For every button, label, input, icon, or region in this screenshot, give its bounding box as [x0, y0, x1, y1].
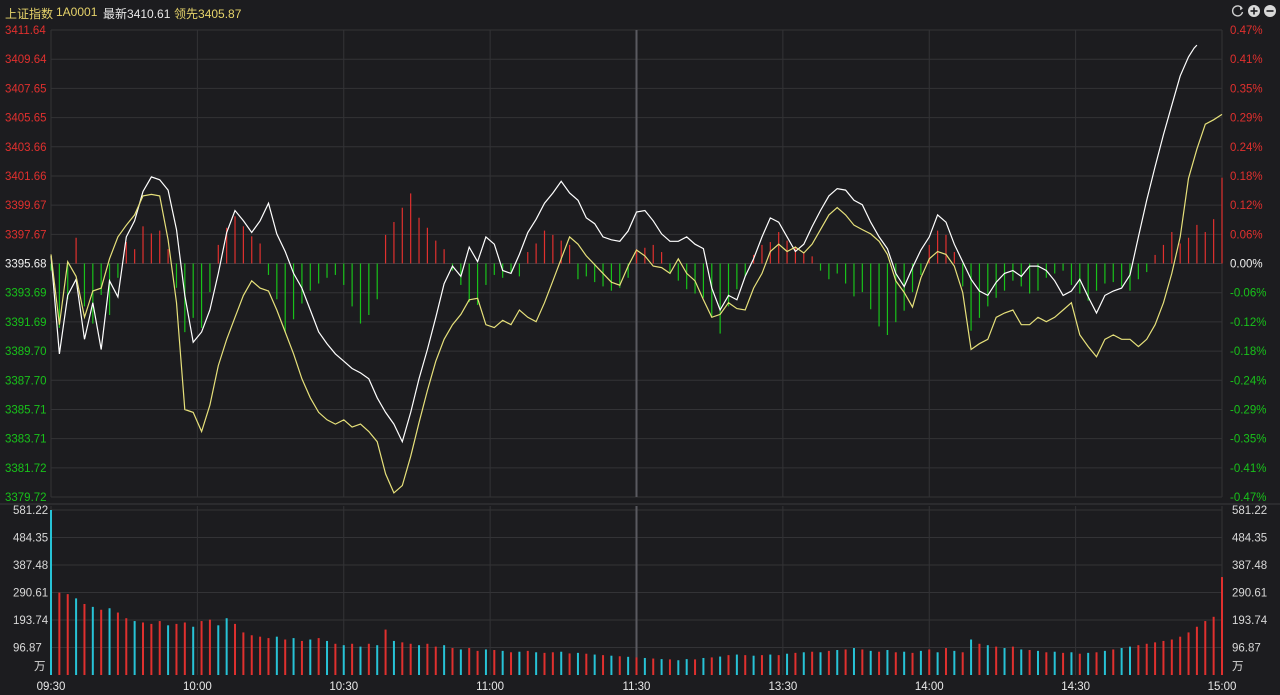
price-axis-label: 3401.66: [5, 171, 47, 183]
latest-label: 最新: [103, 7, 128, 21]
volume-axis-label: 290.61: [13, 588, 48, 600]
index-name: 上证指数: [5, 7, 54, 21]
chart-grid: [0, 29, 1280, 675]
volume-unit-label: 万: [34, 661, 46, 673]
time-axis-label: 14:00: [915, 681, 944, 693]
percent-axis-label: -0.18%: [1230, 346, 1266, 358]
volume-axis-label: 290.61: [1232, 588, 1267, 600]
price-axis-label: 3409.64: [5, 54, 47, 66]
percent-axis-label: -0.12%: [1230, 317, 1266, 329]
time-axis-label: 11:30: [623, 681, 651, 693]
volume-axis-label: 96.87: [1232, 643, 1261, 655]
percent-axis-label: 0.35%: [1230, 83, 1263, 95]
refresh-icon[interactable]: [1231, 4, 1245, 18]
volume-axis-label: 193.74: [1232, 615, 1268, 627]
price-axis-label: 3403.66: [5, 142, 47, 154]
percent-axis-label: 0.18%: [1230, 171, 1263, 183]
price-axis-label: 3405.65: [5, 113, 47, 125]
percent-axis-label: -0.24%: [1230, 375, 1266, 387]
axis-labels: 3411.64 0.47% 3409.64 0.41% 3407.65 0.35% 3405…: [5, 25, 1268, 693]
price-axis-label: 3393.69: [5, 288, 47, 300]
latest-price: 最新3410.61: [103, 5, 170, 22]
zoom-out-icon[interactable]: [1263, 4, 1277, 18]
percent-axis-label: -0.29%: [1230, 404, 1266, 416]
price-axis-label: 3381.72: [5, 463, 47, 475]
time-axis-label: 10:30: [329, 681, 358, 693]
latest-price-line: [50, 44, 1198, 444]
volume-unit-label: 万: [1232, 661, 1244, 673]
percent-axis-label: 0.12%: [1230, 200, 1263, 212]
percent-axis-label: 0.29%: [1230, 113, 1263, 125]
price-axis-label: 3399.67: [5, 200, 47, 212]
zoom-in-icon[interactable]: [1247, 4, 1261, 18]
lead-label: 领先: [174, 7, 199, 21]
strength-bars: [50, 177, 1223, 336]
lead-price-line: [50, 113, 1223, 494]
percent-axis-label: -0.41%: [1230, 463, 1266, 475]
percent-axis-label: -0.35%: [1230, 434, 1266, 446]
price-axis-label: 3383.71: [5, 434, 47, 446]
price-axis-label: 3391.69: [5, 317, 47, 329]
price-axis-label: 3379.72: [5, 492, 47, 504]
percent-axis-label: 0.24%: [1230, 142, 1263, 154]
chart-header: 上证指数 1A0001 最新3410.61 领先3405.87: [0, 0, 1280, 24]
time-axis-label: 15:00: [1208, 681, 1237, 693]
volume-axis-label: 484.35: [1232, 533, 1267, 545]
volume-axis-label: 581.22: [1232, 505, 1267, 517]
lead-price: 领先3405.87: [174, 5, 241, 22]
time-axis-label: 14:30: [1061, 681, 1090, 693]
percent-axis-label: 0.41%: [1230, 54, 1263, 66]
volume-bars: [50, 510, 1223, 675]
lead-value: 3405.87: [198, 7, 242, 21]
volume-axis-label: 484.35: [13, 533, 48, 545]
percent-axis-label: 0.47%: [1230, 25, 1263, 37]
volume-axis-label: 96.87: [13, 643, 42, 655]
percent-axis-label: 0.00%: [1230, 259, 1263, 271]
time-axis-label: 10:00: [183, 681, 212, 693]
volume-axis-label: 387.48: [1232, 560, 1267, 572]
volume-axis-label: 387.48: [13, 560, 48, 572]
price-axis-label: 3407.65: [5, 83, 47, 95]
volume-axis-label: 581.22: [13, 505, 48, 517]
percent-axis-label: -0.47%: [1230, 492, 1266, 504]
time-axis-label: 11:00: [476, 681, 504, 693]
latest-value: 3410.61: [127, 7, 171, 21]
price-axis-label: 3395.68: [5, 259, 47, 271]
index-code: 1A0001: [56, 5, 98, 19]
volume-axis-label: 193.74: [13, 615, 49, 627]
percent-axis-label: 0.06%: [1230, 229, 1263, 241]
price-axis-label: 3385.71: [5, 404, 47, 416]
percent-axis-label: -0.06%: [1230, 288, 1266, 300]
time-axis-label: 09:30: [37, 681, 66, 693]
time-axis-label: 13:30: [768, 681, 797, 693]
price-axis-label: 3387.70: [5, 375, 47, 387]
price-axis-label: 3389.70: [5, 346, 47, 358]
price-axis-label: 3397.67: [5, 229, 47, 241]
price-lines: [50, 44, 1223, 494]
price-axis-label: 3411.64: [5, 25, 46, 37]
